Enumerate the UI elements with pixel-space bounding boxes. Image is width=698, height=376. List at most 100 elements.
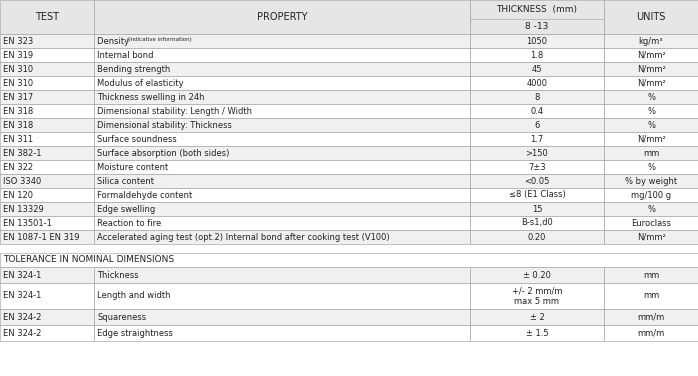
Text: %: % (647, 162, 655, 171)
Text: <0.05: <0.05 (524, 176, 550, 185)
Bar (94, 174, 470, 188)
Text: Accelerated aging test (opt.2) Internal bond after cooking test (V100): Accelerated aging test (opt.2) Internal … (97, 232, 389, 241)
Text: 1050: 1050 (526, 36, 547, 45)
Bar (0, 202, 94, 216)
Bar (94, 188, 470, 202)
Bar (0, 104, 94, 118)
Text: %: % (647, 205, 655, 214)
Bar (94, 104, 470, 118)
Bar (0, 230, 94, 244)
Text: Surface absorption (both sides): Surface absorption (both sides) (97, 149, 230, 158)
Text: 8 -13: 8 -13 (526, 22, 549, 31)
Bar (604, 160, 698, 174)
Bar (604, 104, 698, 118)
Text: Silica content: Silica content (97, 176, 154, 185)
Text: ± 0.20: ± 0.20 (523, 270, 551, 279)
Text: N/mm²: N/mm² (637, 50, 665, 59)
Text: Density: Density (97, 36, 132, 45)
Text: Length and width: Length and width (97, 291, 170, 300)
Bar (94, 309, 470, 325)
Text: ≤8 (E1 Class): ≤8 (E1 Class) (509, 191, 565, 200)
Text: %: % (647, 92, 655, 102)
Bar (604, 48, 698, 62)
Text: N/mm²: N/mm² (637, 232, 665, 241)
Text: Internal bond: Internal bond (97, 50, 154, 59)
Bar (0, 132, 94, 146)
Bar (94, 90, 470, 104)
Text: (indicative information): (indicative information) (127, 36, 192, 41)
Bar (94, 325, 470, 341)
Bar (470, 309, 604, 325)
Bar (0, 34, 94, 48)
Bar (0, 160, 94, 174)
Text: 7±3: 7±3 (528, 162, 546, 171)
Text: Moisture content: Moisture content (97, 162, 168, 171)
Text: Euroclass: Euroclass (631, 218, 671, 227)
Bar (470, 76, 604, 90)
Bar (604, 132, 698, 146)
Bar (470, 0, 604, 34)
Bar (470, 118, 604, 132)
Bar (94, 216, 470, 230)
Bar (0, 188, 94, 202)
Bar (0, 174, 94, 188)
Text: EN 317: EN 317 (3, 92, 34, 102)
Text: Reaction to fire: Reaction to fire (97, 218, 161, 227)
Bar (0, 62, 94, 76)
Bar (604, 188, 698, 202)
Bar (604, 325, 698, 341)
Text: EN 311: EN 311 (3, 135, 33, 144)
Bar (470, 146, 604, 160)
Text: kg/m³: kg/m³ (639, 36, 663, 45)
Bar (94, 0, 470, 34)
Bar (94, 132, 470, 146)
Bar (470, 48, 604, 62)
Text: N/mm²: N/mm² (637, 79, 665, 88)
Text: EN 324-2: EN 324-2 (3, 329, 41, 338)
Bar (94, 76, 470, 90)
Text: % by weight: % by weight (625, 176, 677, 185)
Text: EN 318: EN 318 (3, 120, 34, 129)
Text: UNITS: UNITS (637, 12, 666, 22)
Bar (604, 230, 698, 244)
Bar (0, 90, 94, 104)
Text: THICKNESS  (mm): THICKNESS (mm) (496, 5, 577, 14)
Text: ± 1.5: ± 1.5 (526, 329, 549, 338)
Bar (94, 202, 470, 216)
Bar (604, 267, 698, 283)
Text: EN 323: EN 323 (3, 36, 34, 45)
Text: PROPERTY: PROPERTY (257, 12, 307, 22)
Bar (0, 48, 94, 62)
Bar (470, 132, 604, 146)
Text: %: % (647, 106, 655, 115)
Bar (604, 146, 698, 160)
Bar (470, 34, 604, 48)
Text: 15: 15 (532, 205, 542, 214)
Text: mg/100 g: mg/100 g (631, 191, 671, 200)
Bar (604, 309, 698, 325)
Bar (94, 230, 470, 244)
Text: Thickness: Thickness (97, 270, 139, 279)
Text: 0.20: 0.20 (528, 232, 547, 241)
Bar (0, 216, 94, 230)
Bar (604, 90, 698, 104)
Bar (470, 202, 604, 216)
Text: EN 13329: EN 13329 (3, 205, 44, 214)
Bar (0, 267, 94, 283)
Text: Modulus of elasticity: Modulus of elasticity (97, 79, 184, 88)
Text: EN 382-1: EN 382-1 (3, 149, 41, 158)
Text: Bending strength: Bending strength (97, 65, 170, 73)
Text: 1.8: 1.8 (530, 50, 544, 59)
Bar (604, 62, 698, 76)
Text: %: % (647, 120, 655, 129)
Text: 1.7: 1.7 (530, 135, 544, 144)
Text: EN 324-1: EN 324-1 (3, 291, 41, 300)
Bar (470, 174, 604, 188)
Text: Surface soundness: Surface soundness (97, 135, 177, 144)
Text: Edge straightness: Edge straightness (97, 329, 173, 338)
Text: EN 1087-1 EN 319: EN 1087-1 EN 319 (3, 232, 80, 241)
Bar (94, 267, 470, 283)
Text: mm: mm (643, 270, 659, 279)
Text: >150: >150 (526, 149, 549, 158)
Bar (0, 146, 94, 160)
